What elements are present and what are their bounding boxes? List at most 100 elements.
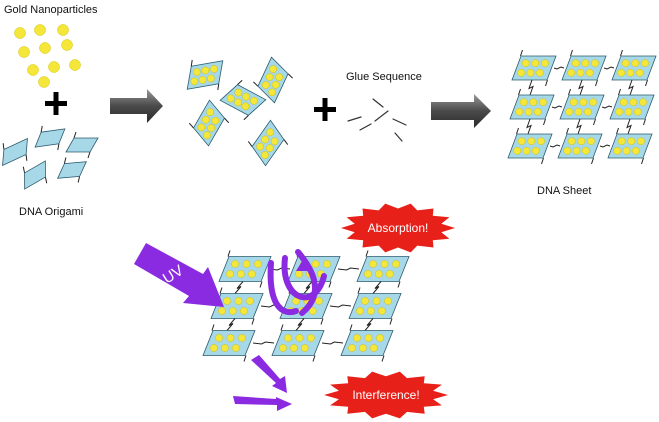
glue-link xyxy=(364,318,374,331)
gold-nanoparticle xyxy=(57,24,69,36)
origami-tile xyxy=(559,88,605,126)
gold-nanoparticle xyxy=(61,39,73,51)
gold-nanoparticle xyxy=(526,69,535,77)
gold-nanoparticle xyxy=(517,69,526,77)
gold-nanoparticle xyxy=(239,307,248,315)
tile-strand xyxy=(616,127,619,135)
gold-nanoparticle xyxy=(624,108,633,116)
tile-strand xyxy=(620,49,623,57)
gold-nanoparticle xyxy=(529,98,538,107)
tile-body xyxy=(186,60,224,90)
plus-icon xyxy=(45,92,67,115)
gold-nanoparticle xyxy=(311,260,320,268)
tile-body xyxy=(356,256,410,282)
glue-link xyxy=(321,341,344,345)
tile-strand xyxy=(63,157,67,164)
tile-strand xyxy=(349,324,353,331)
gold-nanoparticle xyxy=(210,344,218,352)
gold-nanoparticle xyxy=(234,297,243,305)
tile-body xyxy=(57,161,87,179)
tile-strand xyxy=(243,355,247,362)
gold-nanoparticle xyxy=(637,137,645,146)
gold-nanoparticle xyxy=(295,334,304,342)
gold-nanoparticle xyxy=(262,81,270,89)
tile-strand xyxy=(645,79,648,87)
gold-nanoparticle xyxy=(307,334,315,342)
gold-nanoparticle xyxy=(581,59,590,68)
gold-nanoparticle xyxy=(574,108,583,116)
gold-nanoparticle xyxy=(197,123,206,132)
tile-strand xyxy=(593,118,596,126)
tile-strand xyxy=(237,79,243,86)
tile-strand xyxy=(190,59,193,67)
tile-strand xyxy=(591,157,594,165)
gold-nanoparticle xyxy=(190,77,199,86)
gold-nanoparticle xyxy=(589,98,597,107)
gold-nanoparticle xyxy=(629,98,638,107)
gold-nanoparticle xyxy=(631,59,640,68)
tile-strand xyxy=(328,281,332,288)
origami-tile xyxy=(219,79,267,121)
origami-tile xyxy=(218,250,272,288)
gold-nanoparticle xyxy=(359,344,367,352)
origami-tile xyxy=(511,49,557,87)
tile-body xyxy=(24,160,46,190)
gold-nanoparticle xyxy=(585,69,594,77)
origami-tile xyxy=(34,125,66,151)
origami-tile xyxy=(611,49,657,87)
gold-nanoparticle xyxy=(221,344,229,352)
gold-nanoparticle xyxy=(308,307,317,315)
origami-tile xyxy=(356,250,410,288)
gold-nanoparticle xyxy=(522,147,531,155)
gold-nanoparticle xyxy=(261,135,269,144)
tile-body xyxy=(559,94,605,120)
tile-body xyxy=(218,256,272,282)
tile-strand xyxy=(595,79,598,87)
origami-tile xyxy=(65,131,99,159)
tile-strand xyxy=(641,157,644,165)
gold-nanoparticle xyxy=(279,344,287,352)
tile-strand xyxy=(211,324,215,331)
gold-nanoparticle xyxy=(348,344,356,352)
gold-nanoparticle xyxy=(238,334,246,342)
gold-nanoparticle xyxy=(237,270,245,278)
gold-nanoparticle xyxy=(223,297,231,305)
tile-body xyxy=(2,137,28,167)
gold-nanoparticle xyxy=(241,102,250,111)
tile-body xyxy=(507,133,553,159)
interference-burst: Interference! xyxy=(324,371,448,419)
gold-nanoparticle xyxy=(226,94,235,103)
gold-nanoparticle xyxy=(242,92,250,101)
tile-strand xyxy=(545,79,548,87)
gold-nanoparticle xyxy=(375,270,383,278)
tile-strand xyxy=(541,157,544,165)
gold-nanoparticle xyxy=(234,88,243,97)
absorption-curl-icon xyxy=(267,249,327,316)
gold-nanoparticle xyxy=(531,147,540,155)
tile-strand xyxy=(518,88,521,96)
dna-sheet-label: DNA Sheet xyxy=(537,185,592,197)
gold-nanoparticle xyxy=(577,137,586,146)
gold-nanoparticle xyxy=(198,76,207,84)
origami-tile xyxy=(247,119,289,167)
gold-nanoparticle xyxy=(364,270,372,278)
gold-nanoparticle xyxy=(226,270,234,278)
gold-nanoparticle xyxy=(619,98,628,107)
tile-strand xyxy=(365,250,369,257)
process-arrow xyxy=(431,94,491,128)
tile-body xyxy=(34,128,66,148)
tile-body xyxy=(251,119,285,167)
gold-nanoparticle xyxy=(567,69,576,77)
gold-nanoparticle xyxy=(563,147,572,155)
gold-nanoparticle xyxy=(207,74,215,83)
tile-strand xyxy=(40,125,43,133)
gold-nanoparticle xyxy=(69,59,81,71)
tile-strand xyxy=(566,127,569,135)
plus-icon xyxy=(314,98,336,121)
tile-strand xyxy=(25,154,28,161)
origami-tile xyxy=(609,88,655,126)
dna-origami-tiles xyxy=(2,125,99,190)
tile-body xyxy=(340,330,394,356)
gold-nanoparticle xyxy=(201,66,210,75)
tile-body xyxy=(271,330,325,356)
